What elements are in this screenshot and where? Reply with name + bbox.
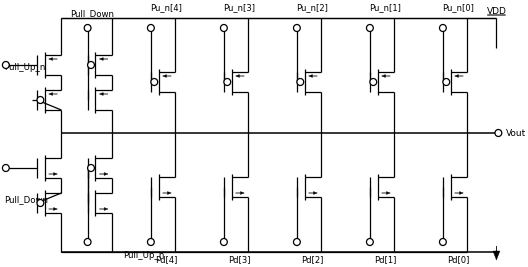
FancyArrow shape — [235, 192, 244, 194]
Text: Pull_Up_n: Pull_Up_n — [124, 252, 165, 261]
Circle shape — [443, 78, 450, 85]
FancyArrow shape — [49, 93, 58, 95]
Circle shape — [366, 238, 373, 245]
Circle shape — [88, 164, 95, 171]
Text: Vout: Vout — [506, 128, 526, 138]
Circle shape — [147, 25, 154, 32]
Text: Pd[1]: Pd[1] — [374, 256, 397, 265]
Text: Pd[4]: Pd[4] — [155, 256, 177, 265]
Text: Pu_n[2]: Pu_n[2] — [297, 3, 328, 13]
FancyArrow shape — [308, 74, 317, 77]
Circle shape — [224, 78, 231, 85]
Circle shape — [370, 78, 376, 85]
Text: Pu_n[1]: Pu_n[1] — [370, 3, 401, 13]
Text: Pu_n[0]: Pu_n[0] — [442, 3, 474, 13]
Circle shape — [439, 238, 446, 245]
Text: Pu_n[3]: Pu_n[3] — [223, 3, 256, 13]
FancyArrow shape — [163, 192, 171, 194]
Circle shape — [84, 25, 91, 32]
FancyArrow shape — [455, 192, 464, 194]
Text: Pd[2]: Pd[2] — [301, 256, 324, 265]
Circle shape — [84, 238, 91, 245]
FancyArrow shape — [308, 192, 317, 194]
FancyArrow shape — [382, 192, 390, 194]
Text: Pull_Down: Pull_Down — [4, 195, 48, 205]
Text: Pull_Down: Pull_Down — [70, 10, 115, 18]
FancyArrow shape — [163, 74, 171, 77]
Circle shape — [37, 199, 44, 206]
FancyArrow shape — [49, 58, 58, 60]
Text: Pull_Up_n: Pull_Up_n — [4, 64, 45, 73]
Circle shape — [439, 25, 446, 32]
FancyArrow shape — [49, 172, 58, 175]
Circle shape — [297, 78, 304, 85]
Circle shape — [88, 61, 95, 69]
Circle shape — [294, 25, 300, 32]
FancyArrow shape — [99, 58, 108, 60]
FancyArrow shape — [99, 93, 108, 95]
Text: Pu_n[4]: Pu_n[4] — [150, 3, 182, 13]
Text: VDD: VDD — [486, 7, 506, 17]
Circle shape — [221, 25, 227, 32]
Circle shape — [3, 164, 10, 171]
FancyArrow shape — [493, 246, 500, 260]
Circle shape — [495, 129, 502, 136]
FancyArrow shape — [49, 208, 58, 210]
Circle shape — [147, 238, 154, 245]
Circle shape — [3, 61, 10, 69]
FancyArrow shape — [455, 74, 464, 77]
Circle shape — [151, 78, 158, 85]
Circle shape — [37, 96, 44, 104]
Text: Pd[0]: Pd[0] — [447, 256, 469, 265]
Circle shape — [221, 238, 227, 245]
FancyArrow shape — [99, 208, 108, 210]
Circle shape — [294, 238, 300, 245]
Text: Pd[3]: Pd[3] — [228, 256, 251, 265]
FancyArrow shape — [99, 172, 108, 175]
FancyArrow shape — [382, 74, 390, 77]
FancyArrow shape — [235, 74, 244, 77]
Circle shape — [366, 25, 373, 32]
